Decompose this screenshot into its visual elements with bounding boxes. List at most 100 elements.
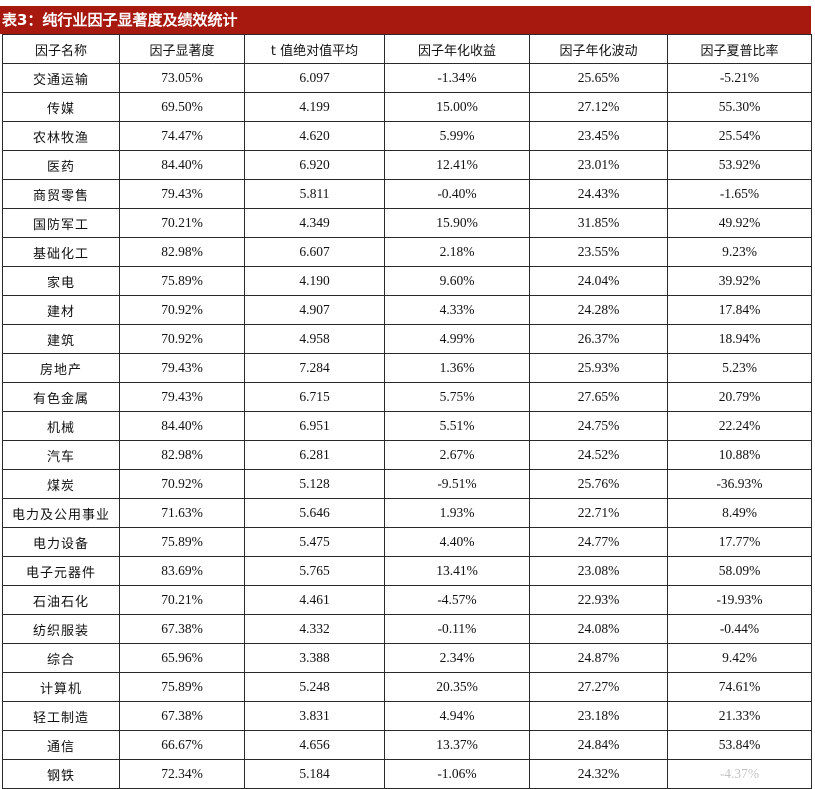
table-row: 医药 84.40% 6.920 12.41% 23.01% 53.92% bbox=[2, 150, 812, 180]
cell-annual-volatility: 27.12% bbox=[529, 92, 668, 122]
cell-annual-volatility: 25.76% bbox=[529, 469, 668, 499]
table-row: 传媒 69.50% 4.199 15.00% 27.12% 55.30% bbox=[2, 92, 812, 122]
cell-annual-volatility: 24.04% bbox=[529, 266, 668, 296]
table-row: 通信 66.67% 4.656 13.37% 24.84% 53.84% bbox=[2, 730, 812, 760]
cell-annual-return: 5.99% bbox=[384, 121, 530, 151]
cell-abs-t-mean: 5.811 bbox=[244, 179, 385, 209]
cell-abs-t-mean: 4.907 bbox=[244, 295, 385, 325]
cell-abs-t-mean: 5.128 bbox=[244, 469, 385, 499]
cell-annual-volatility: 24.52% bbox=[529, 440, 668, 470]
cell-abs-t-mean: 6.607 bbox=[244, 237, 385, 267]
watermark-overlay bbox=[713, 767, 793, 785]
cell-annual-volatility: 31.85% bbox=[529, 208, 668, 238]
cell-factor-name: 国防军工 bbox=[2, 208, 120, 238]
cell-significance: 84.40% bbox=[119, 411, 245, 441]
cell-annual-return: 5.75% bbox=[384, 382, 530, 412]
cell-significance: 84.40% bbox=[119, 150, 245, 180]
header-sharpe-ratio: 因子夏普比率 bbox=[667, 34, 812, 64]
cell-sharpe-ratio: 9.23% bbox=[667, 237, 812, 267]
cell-annual-return: -1.34% bbox=[384, 63, 530, 93]
table-row: 综合 65.96% 3.388 2.34% 24.87% 9.42% bbox=[2, 643, 812, 673]
cell-annual-return: 4.99% bbox=[384, 324, 530, 354]
cell-abs-t-mean: 4.349 bbox=[244, 208, 385, 238]
cell-factor-name: 计算机 bbox=[2, 672, 120, 702]
cell-factor-name: 医药 bbox=[2, 150, 120, 180]
cell-factor-name: 机械 bbox=[2, 411, 120, 441]
cell-annual-return: 20.35% bbox=[384, 672, 530, 702]
cell-significance: 74.47% bbox=[119, 121, 245, 151]
cell-sharpe-ratio: 17.84% bbox=[667, 295, 812, 325]
header-annual-volatility: 因子年化波动 bbox=[529, 34, 668, 64]
table-row: 交通运输 73.05% 6.097 -1.34% 25.65% -5.21% bbox=[2, 63, 812, 93]
header-abs-t-mean: t 值绝对值平均 bbox=[244, 34, 385, 64]
cell-annual-return: -9.51% bbox=[384, 469, 530, 499]
cell-annual-volatility: 23.01% bbox=[529, 150, 668, 180]
cell-annual-volatility: 25.93% bbox=[529, 353, 668, 383]
cell-sharpe-ratio: 39.92% bbox=[667, 266, 812, 296]
cell-annual-return: 1.36% bbox=[384, 353, 530, 383]
cell-sharpe-ratio: 53.92% bbox=[667, 150, 812, 180]
cell-abs-t-mean: 4.199 bbox=[244, 92, 385, 122]
cell-significance: 70.21% bbox=[119, 585, 245, 615]
cell-annual-volatility: 24.75% bbox=[529, 411, 668, 441]
cell-significance: 67.38% bbox=[119, 614, 245, 644]
table-row: 电力设备 75.89% 5.475 4.40% 24.77% 17.77% bbox=[2, 527, 812, 557]
cell-abs-t-mean: 5.248 bbox=[244, 672, 385, 702]
cell-annual-volatility: 22.93% bbox=[529, 585, 668, 615]
cell-significance: 82.98% bbox=[119, 440, 245, 470]
cell-sharpe-ratio: -0.44% bbox=[667, 614, 812, 644]
cell-sharpe-ratio: -5.21% bbox=[667, 63, 812, 93]
cell-significance: 82.98% bbox=[119, 237, 245, 267]
cell-sharpe-ratio: 5.23% bbox=[667, 353, 812, 383]
cell-annual-return: 4.40% bbox=[384, 527, 530, 557]
cell-significance: 71.63% bbox=[119, 498, 245, 528]
cell-abs-t-mean: 5.475 bbox=[244, 527, 385, 557]
cell-sharpe-ratio: 74.61% bbox=[667, 672, 812, 702]
cell-significance: 79.43% bbox=[119, 353, 245, 383]
cell-annual-return: 15.90% bbox=[384, 208, 530, 238]
table-row: 建筑 70.92% 4.958 4.99% 26.37% 18.94% bbox=[2, 324, 812, 354]
cell-abs-t-mean: 4.332 bbox=[244, 614, 385, 644]
header-significance: 因子显著度 bbox=[119, 34, 245, 64]
cell-annual-return: 9.60% bbox=[384, 266, 530, 296]
cell-abs-t-mean: 5.646 bbox=[244, 498, 385, 528]
cell-annual-return: 13.41% bbox=[384, 556, 530, 586]
cell-factor-name: 石油石化 bbox=[2, 585, 120, 615]
cell-abs-t-mean: 4.461 bbox=[244, 585, 385, 615]
cell-significance: 83.69% bbox=[119, 556, 245, 586]
cell-annual-volatility: 24.84% bbox=[529, 730, 668, 760]
table-row: 房地产 79.43% 7.284 1.36% 25.93% 5.23% bbox=[2, 353, 812, 383]
table-row: 商贸零售 79.43% 5.811 -0.40% 24.43% -1.65% bbox=[2, 179, 812, 209]
cell-factor-name: 家电 bbox=[2, 266, 120, 296]
cell-abs-t-mean: 4.620 bbox=[244, 121, 385, 151]
cell-factor-name: 建材 bbox=[2, 295, 120, 325]
cell-annual-return: -0.11% bbox=[384, 614, 530, 644]
cell-abs-t-mean: 3.831 bbox=[244, 701, 385, 731]
cell-annual-volatility: 23.18% bbox=[529, 701, 668, 731]
cell-annual-return: -0.40% bbox=[384, 179, 530, 209]
cell-sharpe-ratio: 10.88% bbox=[667, 440, 812, 470]
cell-factor-name: 电力及公用事业 bbox=[2, 498, 120, 528]
table-row: 建材 70.92% 4.907 4.33% 24.28% 17.84% bbox=[2, 295, 812, 325]
cell-factor-name: 通信 bbox=[2, 730, 120, 760]
cell-sharpe-ratio: 9.42% bbox=[667, 643, 812, 673]
cell-factor-name: 电力设备 bbox=[2, 527, 120, 557]
cell-abs-t-mean: 6.920 bbox=[244, 150, 385, 180]
cell-annual-return: 2.34% bbox=[384, 643, 530, 673]
cell-annual-volatility: 24.43% bbox=[529, 179, 668, 209]
cell-annual-return: 12.41% bbox=[384, 150, 530, 180]
cell-significance: 70.92% bbox=[119, 324, 245, 354]
table-row: 基础化工 82.98% 6.607 2.18% 23.55% 9.23% bbox=[2, 237, 812, 267]
cell-sharpe-ratio: 17.77% bbox=[667, 527, 812, 557]
cell-significance: 70.21% bbox=[119, 208, 245, 238]
cell-abs-t-mean: 3.388 bbox=[244, 643, 385, 673]
cell-annual-volatility: 24.08% bbox=[529, 614, 668, 644]
cell-annual-volatility: 23.45% bbox=[529, 121, 668, 151]
table-row: 计算机 75.89% 5.248 20.35% 27.27% 74.61% bbox=[2, 672, 812, 702]
cell-factor-name: 综合 bbox=[2, 643, 120, 673]
cell-annual-return: -1.06% bbox=[384, 759, 530, 789]
table-row: 汽车 82.98% 6.281 2.67% 24.52% 10.88% bbox=[2, 440, 812, 470]
table-header-row: 因子名称 因子显著度 t 值绝对值平均 因子年化收益 因子年化波动 因子夏普比率 bbox=[2, 34, 812, 64]
cell-factor-name: 基础化工 bbox=[2, 237, 120, 267]
